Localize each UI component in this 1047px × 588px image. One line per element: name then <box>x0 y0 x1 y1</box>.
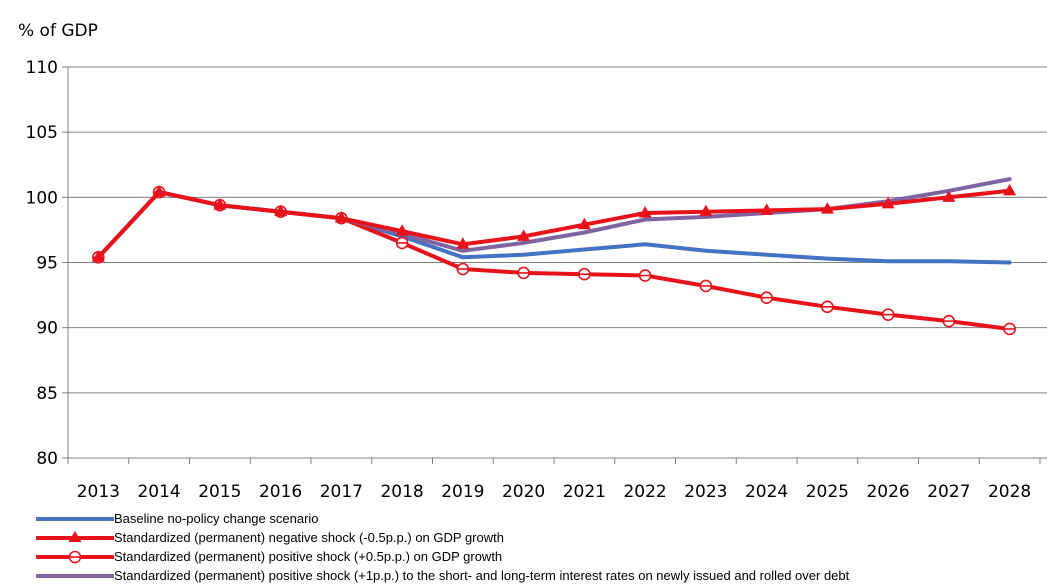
data-point-positive-shock <box>699 279 713 293</box>
data-point-negative-shock <box>152 185 166 197</box>
data-point-positive-shock <box>638 269 652 282</box>
data-point-negative-shock <box>517 229 531 241</box>
data-point-negative-shock <box>577 217 591 230</box>
y-tick-label: 95 <box>36 254 58 274</box>
x-tick-label: 2019 <box>441 482 484 502</box>
data-point-negative-shock <box>395 224 409 236</box>
y-tick-label: 105 <box>26 123 58 143</box>
x-tick-label: 2025 <box>806 482 849 502</box>
y-axis-unit-label: % of GDP <box>18 21 98 41</box>
y-tick-labels: 80 85 90 95 100 105 110 <box>26 58 58 469</box>
x-tick-labels: 2013 2014 2015 2016 2017 2018 2019 2020 2021 2022… <box>77 482 1032 502</box>
data-point-negative-shock <box>699 204 713 217</box>
data-point-positive-shock <box>1003 322 1016 336</box>
x-tick-label: 2014 <box>137 482 180 502</box>
legend-swatch-positive-shock <box>36 550 114 564</box>
data-point-positive-shock <box>760 291 773 304</box>
legend-label-interest-shock: Standardized (permanent) positive shock … <box>114 568 850 583</box>
x-tick-label: 2021 <box>563 482 606 502</box>
legend-swatch-baseline <box>36 517 114 521</box>
x-tick-label: 2013 <box>77 482 120 502</box>
legend-label-negative-shock: Standardized (permanent) negative shock … <box>114 530 504 545</box>
x-tick-label: 2023 <box>684 482 727 502</box>
data-point-positive-shock <box>881 308 895 321</box>
data-point-negative-shock <box>334 211 348 223</box>
y-tick-label: 80 <box>36 449 58 469</box>
data-point-positive-shock <box>821 300 834 314</box>
x-tick-label: 2016 <box>259 482 302 502</box>
data-point-positive-shock <box>517 266 530 280</box>
data-point-positive-shock <box>578 267 591 281</box>
y-tick-label: 110 <box>26 58 58 78</box>
data-point-negative-shock <box>213 198 227 210</box>
data-point-negative-shock <box>760 203 774 215</box>
data-point-negative-shock <box>638 205 652 218</box>
legend-item-baseline: Baseline no-policy change scenario <box>34 509 849 528</box>
series-line-negative-shock <box>96 188 1012 260</box>
grid <box>62 66 1047 464</box>
y-tick-label: 100 <box>26 188 58 208</box>
legend-item-negative-shock: Standardized (permanent) negative shock … <box>34 528 849 547</box>
x-tick-label: 2018 <box>380 482 423 502</box>
data-point-negative-shock <box>1003 183 1017 196</box>
data-point-positive-shock <box>942 314 956 328</box>
x-tick-label: 2026 <box>866 482 909 502</box>
legend-swatch-interest-shock <box>36 574 114 578</box>
legend-label-baseline: Baseline no-policy change scenario <box>114 511 319 526</box>
data-point-negative-shock <box>942 190 956 202</box>
x-tick-label: 2015 <box>198 482 241 502</box>
data-point-negative-shock <box>456 237 470 249</box>
legend-label-positive-shock: Standardized (permanent) positive shock … <box>114 549 503 564</box>
legend: Baseline no-policy change scenario Stand… <box>34 509 849 585</box>
legend-item-positive-shock: Standardized (permanent) positive shock … <box>34 547 849 566</box>
y-tick-label: 90 <box>36 319 58 339</box>
x-tick-label: 2022 <box>623 482 666 502</box>
data-point-negative-shock <box>274 204 288 217</box>
series-line-interest-shock <box>96 177 1012 260</box>
axes <box>67 67 1047 459</box>
x-tick-label: 2027 <box>927 482 970 502</box>
data-point-negative-shock <box>881 196 895 209</box>
data-point-positive-shock <box>456 262 470 276</box>
data-point-positive-shock <box>395 236 409 250</box>
legend-item-interest-shock: Standardized (permanent) positive shock … <box>34 566 849 585</box>
x-tick-label: 2024 <box>745 482 788 502</box>
y-tick-label: 85 <box>36 384 58 404</box>
series <box>91 177 1017 336</box>
legend-swatch-negative-shock <box>36 531 114 542</box>
x-tick-label: 2017 <box>320 482 363 502</box>
data-point-negative-shock <box>91 250 105 262</box>
x-tick-label: 2028 <box>988 482 1031 502</box>
x-tick-label: 2020 <box>502 482 545 502</box>
data-point-negative-shock <box>820 202 834 214</box>
